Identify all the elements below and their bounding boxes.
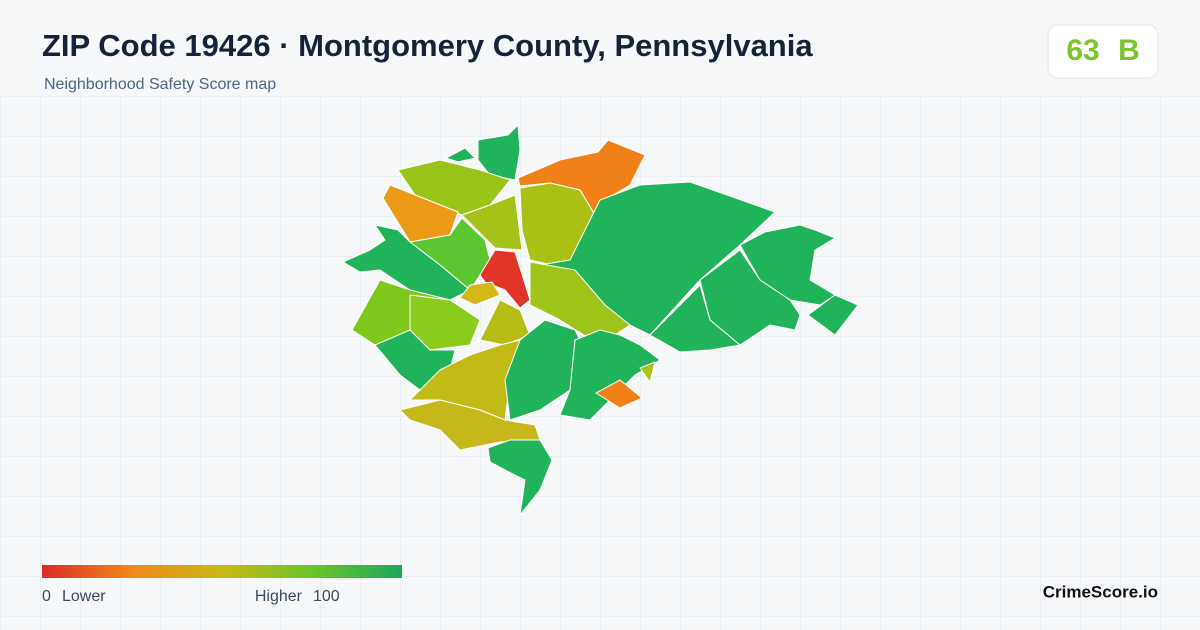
zip-map xyxy=(342,124,859,516)
score-badge xyxy=(1047,24,1159,79)
map-region xyxy=(461,194,523,251)
map-region xyxy=(479,299,531,346)
map-region xyxy=(487,439,553,516)
legend-max: 100 xyxy=(313,588,340,605)
map-region xyxy=(559,329,661,421)
map-region xyxy=(477,124,521,181)
brand: CrimeScore.io xyxy=(1043,582,1158,601)
score-grade: B xyxy=(1118,34,1140,67)
legend-max-label: Higher xyxy=(255,588,303,605)
map-region xyxy=(459,281,501,306)
subtitle: Neighborhood Safety Score map xyxy=(44,76,276,93)
map-region xyxy=(595,379,643,409)
map-region xyxy=(649,284,741,353)
legend-min-label: Lower xyxy=(62,588,106,605)
legend-min: 0 xyxy=(42,588,51,605)
title: ZIP Code 19426 · Montgomery County, Penn… xyxy=(42,28,813,63)
score-value: 63 xyxy=(1066,34,1099,67)
map-region xyxy=(342,224,471,301)
map-region xyxy=(807,294,859,336)
map-region xyxy=(639,361,656,383)
legend-gradient xyxy=(42,565,402,578)
map-region xyxy=(445,147,476,163)
